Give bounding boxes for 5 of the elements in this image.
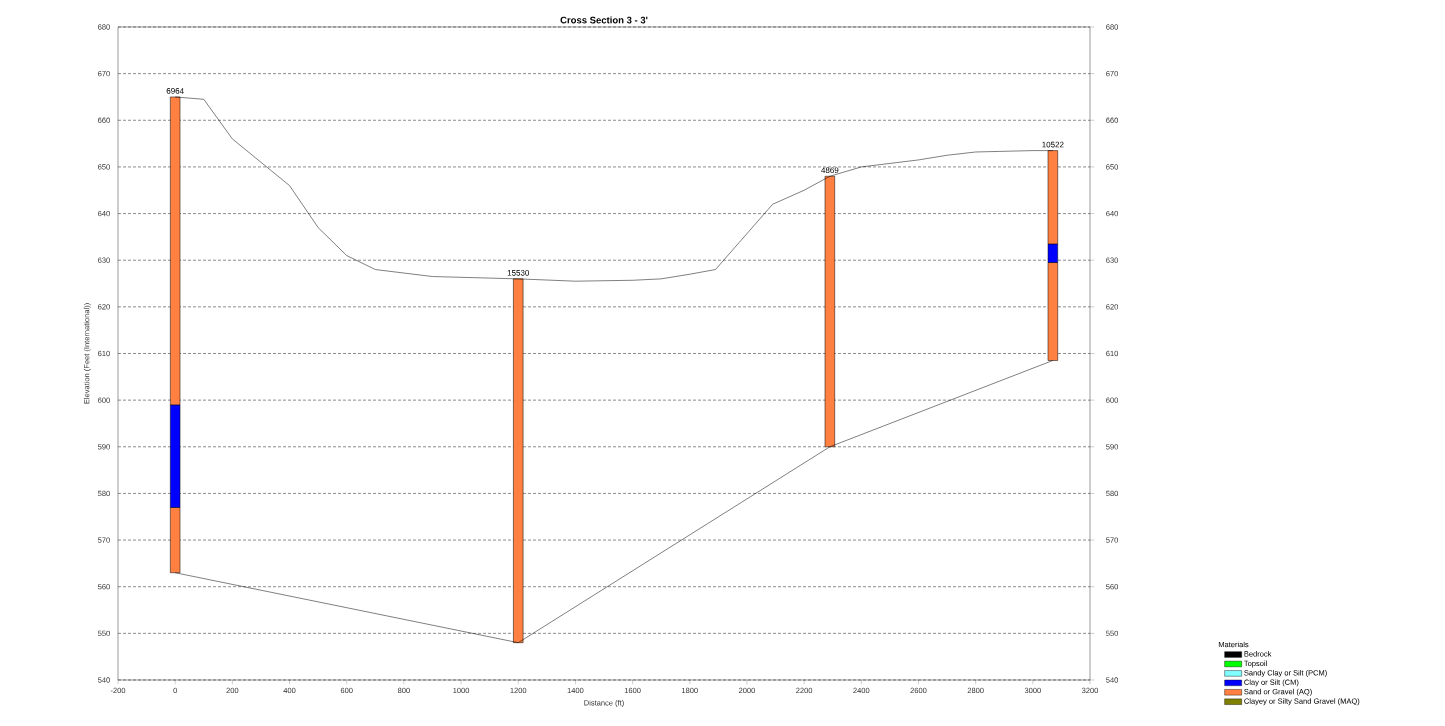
annotation: 6964 [166, 88, 184, 94]
annotation: 10522 [1042, 141, 1064, 148]
annotation: 15530 [507, 270, 530, 276]
chart-title: Cross Section 3 - 3' [560, 16, 648, 24]
annotation: 4869 [821, 167, 839, 174]
